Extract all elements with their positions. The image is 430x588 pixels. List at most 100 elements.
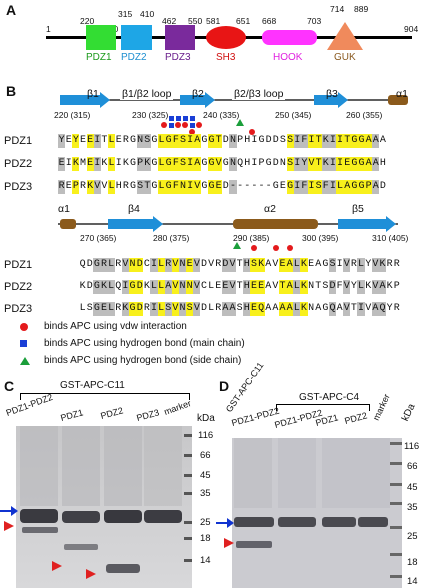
ss-beta5: β5	[352, 203, 364, 215]
residue: K	[143, 157, 151, 171]
residue: A	[315, 259, 322, 270]
residue: E	[250, 302, 258, 316]
panel-d-letter: D	[219, 378, 230, 394]
residue: G	[151, 135, 158, 146]
residue: A	[265, 303, 272, 314]
d-pdz1pdz2-arrow-icon	[224, 538, 234, 548]
residue: P	[365, 180, 373, 194]
c-bracket-line	[20, 393, 190, 400]
residue: G	[222, 158, 229, 169]
residue: K	[100, 280, 108, 294]
residue: G	[93, 258, 101, 272]
legend-item-vdw: binds APC using vdw interaction	[20, 318, 245, 335]
residue: L	[293, 302, 301, 316]
residue: P	[72, 180, 80, 194]
residue: S	[322, 281, 329, 292]
residue: D	[328, 280, 337, 294]
c-bracket-label: GST-APC-C11	[60, 380, 125, 391]
residue: V	[343, 258, 351, 272]
residue: I	[329, 180, 337, 194]
residue: L	[107, 157, 116, 171]
residue: A	[343, 180, 351, 194]
residue: I	[329, 134, 337, 148]
binding-markers-2	[233, 242, 293, 251]
residue: V	[343, 280, 351, 294]
residue: G	[93, 280, 101, 294]
residue: L	[208, 303, 215, 314]
tick-310: 310 (405)	[372, 233, 409, 243]
residue: L	[157, 302, 165, 316]
residue: N	[308, 281, 315, 292]
seq1-name-pdz1: PDZ1	[4, 135, 33, 147]
residue: F	[172, 180, 180, 194]
residue: Q	[257, 302, 265, 316]
pos-220: 220	[80, 16, 95, 26]
residue: I	[293, 157, 301, 171]
residue: G	[201, 135, 208, 146]
residue: A	[372, 134, 380, 148]
residue: D	[272, 135, 279, 146]
c-mk-45: 45	[200, 470, 211, 481]
residue: -	[265, 181, 272, 192]
residue: N	[229, 157, 237, 171]
residue: A	[278, 302, 287, 316]
residue: E	[215, 180, 223, 194]
legend-main-chain-text: binds APC using hydrogen bond (main chai…	[44, 338, 245, 349]
beta5-arrow	[338, 216, 396, 232]
residue: C	[143, 259, 150, 270]
residue: E	[65, 181, 72, 192]
residue: L	[157, 280, 165, 294]
residue: V	[307, 157, 316, 171]
tick-240: 240 (335)	[203, 110, 240, 120]
residue: L	[157, 258, 165, 272]
tick-220: 220 (315)	[54, 110, 91, 120]
pos-889: 889	[354, 4, 369, 14]
residue: V	[171, 280, 179, 294]
end-pos: 904	[404, 24, 419, 34]
residue: E	[308, 259, 315, 270]
residue: A	[365, 157, 373, 171]
residue: I	[293, 180, 301, 194]
residue: R	[115, 303, 122, 314]
tick-230: 230 (325)	[132, 110, 169, 120]
residue: Q	[237, 158, 244, 169]
residue: I	[65, 158, 72, 169]
residue: G	[350, 180, 358, 194]
c-mk-14: 14	[200, 555, 211, 566]
residue: S	[279, 135, 286, 146]
residue: I	[93, 134, 101, 148]
residue: H	[243, 302, 251, 316]
ss-beta1: β1	[87, 88, 99, 100]
ss-loop12: β1/β2 loop	[120, 88, 174, 100]
residue: S	[328, 258, 337, 272]
c-mk-18: 18	[200, 533, 211, 544]
alpha1b-cylinder	[60, 219, 76, 229]
residue: A	[371, 302, 379, 316]
residue: I	[121, 280, 129, 294]
residue: H	[244, 135, 251, 146]
residue: L	[357, 258, 365, 272]
residue: D	[379, 181, 386, 192]
residue: R	[122, 181, 129, 192]
residue: A	[193, 134, 201, 148]
pdz2-box	[121, 25, 152, 50]
residue: G	[272, 181, 279, 192]
residue: G	[201, 158, 208, 169]
residue: K	[79, 281, 86, 292]
residue: K	[121, 302, 129, 316]
residue: I	[186, 134, 194, 148]
residue: V	[93, 180, 101, 194]
pdz3-box	[165, 25, 195, 50]
residue: G	[129, 181, 136, 192]
residue: E	[250, 280, 258, 294]
pos-703: 703	[307, 16, 322, 26]
residue: F	[300, 134, 308, 148]
pos-315: 315	[118, 9, 133, 19]
residue: L	[293, 258, 301, 272]
legend-vdw-text: binds APC using vdw interaction	[44, 321, 187, 332]
residue: L	[336, 180, 344, 194]
residue: I	[329, 157, 337, 171]
